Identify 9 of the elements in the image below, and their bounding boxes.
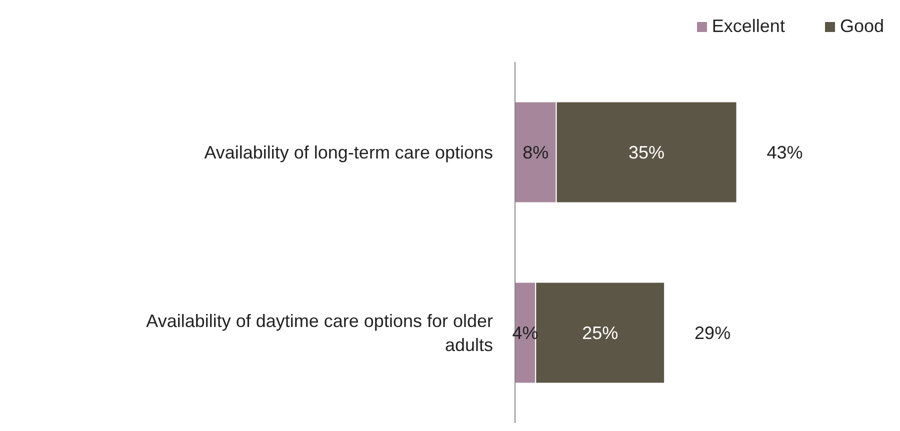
data-label: 25% [582,323,618,344]
data-label: 8% [522,142,549,163]
total-label: 29% [694,323,731,344]
y-tick-label: Availability of long-term care options [204,142,493,163]
data-label: 35% [628,142,665,163]
y-tick-label: Availability of daytime care options for older adults [146,311,494,356]
total-label: 43% [766,142,803,163]
legend-label: Good [840,16,884,37]
legend-label: Excellent [712,16,785,37]
